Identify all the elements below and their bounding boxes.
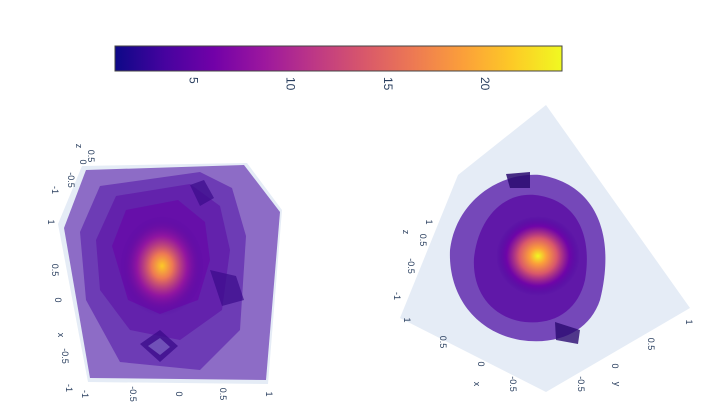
right-y-tick-label: -0.5 xyxy=(576,376,586,392)
right-y-tick-label: 0 xyxy=(610,363,620,368)
right-core xyxy=(496,216,580,296)
right-z-tick-label: -0.5 xyxy=(406,258,416,274)
left-z-tick-label: -0.5 xyxy=(66,172,76,188)
left-bottom-tick-label: 0 xyxy=(174,391,184,396)
left-bottom-tick-label: -0.5 xyxy=(128,386,138,402)
right-axis-ticks: z 1 0.5 -0.5 -1 1 0.5 0 -0.5 x -0.5 0 0.5 1 y xyxy=(392,219,694,391)
left-z-tick-label: -1 xyxy=(50,186,60,194)
colorbar-ticks: 5 10 15 20 xyxy=(187,77,493,91)
left-bottom-tick-label: -1 xyxy=(80,390,90,398)
right-z-tick-label: 0.5 xyxy=(418,234,428,247)
right-z-tick-label: 1 xyxy=(424,219,434,224)
colorbar-bar xyxy=(114,45,563,72)
left-side-tick-label: 0 xyxy=(53,297,63,302)
left-z-axis-title: z xyxy=(74,144,84,149)
right-x-tick-label: 0.5 xyxy=(438,336,448,349)
right-isosurface xyxy=(449,172,606,344)
left-side-tick-label: 0.5 xyxy=(50,264,60,277)
right-x-axis-title: x xyxy=(472,382,482,387)
left-z-tick-label: 0 xyxy=(78,159,88,164)
right-y-tick-label: 0.5 xyxy=(646,338,656,351)
colorbar-tick-label: 20 xyxy=(478,77,492,91)
left-side-tick-label: 1 xyxy=(46,219,56,224)
colorbar-tick-label: 5 xyxy=(187,77,201,84)
left-facet-2 xyxy=(210,270,244,306)
right-y-axis-title: y xyxy=(612,382,622,387)
left-side-tick-label: -1 xyxy=(64,384,74,392)
right-x-tick-label: 0 xyxy=(476,361,486,366)
colorbar-tick-label: 10 xyxy=(284,77,298,91)
right-x-tick-label: -0.5 xyxy=(508,376,518,392)
left-axis-ticks: -1 -0.5 0 0.5 110.50x-0.5-1z0.50-0.5-1 xyxy=(46,144,274,402)
right-z-axis-title: z xyxy=(401,230,411,235)
right-facet-1 xyxy=(506,172,530,188)
left-x-axis-title: x xyxy=(56,333,66,338)
left-core xyxy=(120,216,204,316)
left-isosurface xyxy=(64,165,280,380)
right-z-tick-label: -1 xyxy=(392,292,402,300)
scene-left: -1 -0.5 0 0.5 110.50x-0.5-1z0.50-0.5-1 xyxy=(46,144,282,402)
right-y-tick-label: 1 xyxy=(684,319,694,324)
colorbar-tick-label: 15 xyxy=(381,77,395,91)
right-facet-2 xyxy=(555,322,580,344)
left-side-tick-label: -0.5 xyxy=(60,348,70,364)
left-bottom-tick-label: 1 xyxy=(264,391,274,396)
left-z-tick-label: 0.5 xyxy=(86,150,96,163)
right-x-tick-label: 1 xyxy=(402,317,412,322)
left-bottom-tick-label: 0.5 xyxy=(218,388,228,401)
left-facet-4 xyxy=(148,338,170,355)
colorbar: 5 10 15 20 xyxy=(114,45,563,91)
scene-right: z 1 0.5 -0.5 -1 1 0.5 0 -0.5 x -0.5 0 0.5 1 y xyxy=(392,105,694,392)
left-facet-1 xyxy=(190,180,214,206)
